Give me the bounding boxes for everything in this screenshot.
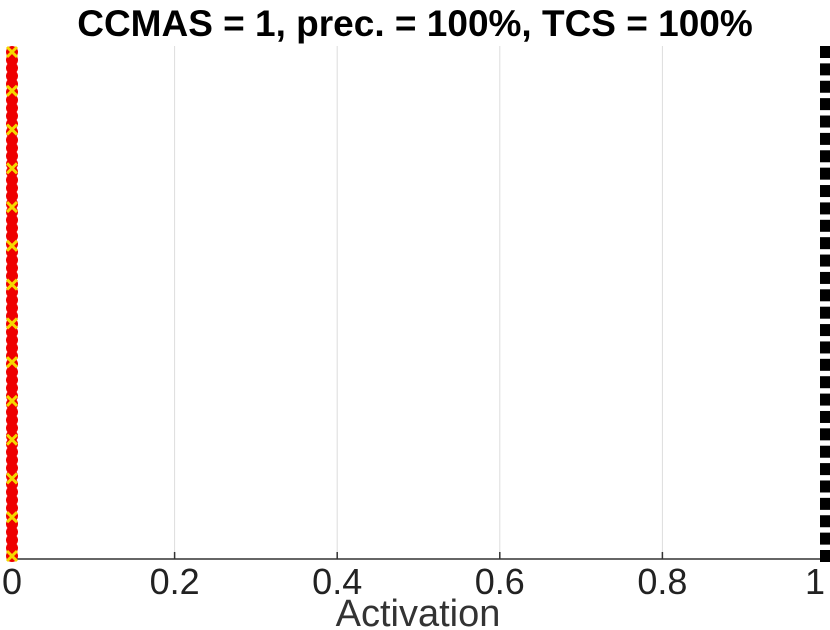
data-point (820, 410, 830, 423)
data-point (820, 237, 830, 250)
x-axis-ticks (11, 552, 826, 559)
data-point (820, 480, 830, 493)
data-point (820, 428, 830, 441)
data-point (5, 45, 19, 59)
data-point (5, 84, 19, 97)
data-point (820, 271, 830, 284)
data-point (5, 511, 19, 524)
data-point (5, 549, 19, 563)
data-point (5, 201, 19, 214)
data-points (5, 45, 830, 563)
data-point (5, 239, 19, 252)
data-point (5, 472, 19, 485)
data-point (820, 358, 830, 371)
data-point (820, 341, 830, 354)
data-point (820, 115, 830, 128)
x-tick-label: 0 (2, 561, 22, 602)
data-point (820, 185, 830, 198)
data-point (5, 433, 19, 446)
x-tick-label: 0.6 (475, 561, 525, 602)
data-point (5, 356, 19, 369)
x-tick-label: 0.8 (637, 561, 687, 602)
data-point (820, 376, 830, 389)
data-point (820, 80, 830, 93)
data-point (820, 63, 830, 76)
data-point (5, 278, 19, 291)
data-point (820, 393, 830, 406)
data-point (820, 324, 830, 337)
data-point (820, 219, 830, 232)
data-point (820, 150, 830, 163)
data-point (5, 394, 19, 407)
data-point (820, 550, 830, 562)
data-point (820, 98, 830, 111)
data-point (5, 317, 19, 330)
data-point (820, 445, 830, 458)
grid-lines (174, 46, 663, 559)
data-point (820, 254, 830, 267)
x-tick-label: 0.2 (150, 561, 200, 602)
data-point (820, 289, 830, 302)
chart-title: CCMAS = 1, prec. = 100%, TCS = 100% (77, 3, 753, 44)
x-tick-label: 1 (805, 561, 825, 602)
data-point (820, 132, 830, 145)
data-point (820, 306, 830, 319)
data-point (5, 123, 19, 136)
data-point (820, 202, 830, 215)
x-axis-label: Activation (336, 593, 501, 630)
data-point (5, 162, 19, 175)
data-point (820, 167, 830, 180)
x-axis-tick-labels: 0 0.2 0.4 0.6 0.8 1 (2, 561, 825, 602)
data-point (820, 497, 830, 510)
data-point (820, 532, 830, 545)
data-point (820, 463, 830, 476)
data-point (820, 46, 830, 58)
x-tick-label: 0.4 (312, 561, 362, 602)
data-point (820, 515, 830, 528)
